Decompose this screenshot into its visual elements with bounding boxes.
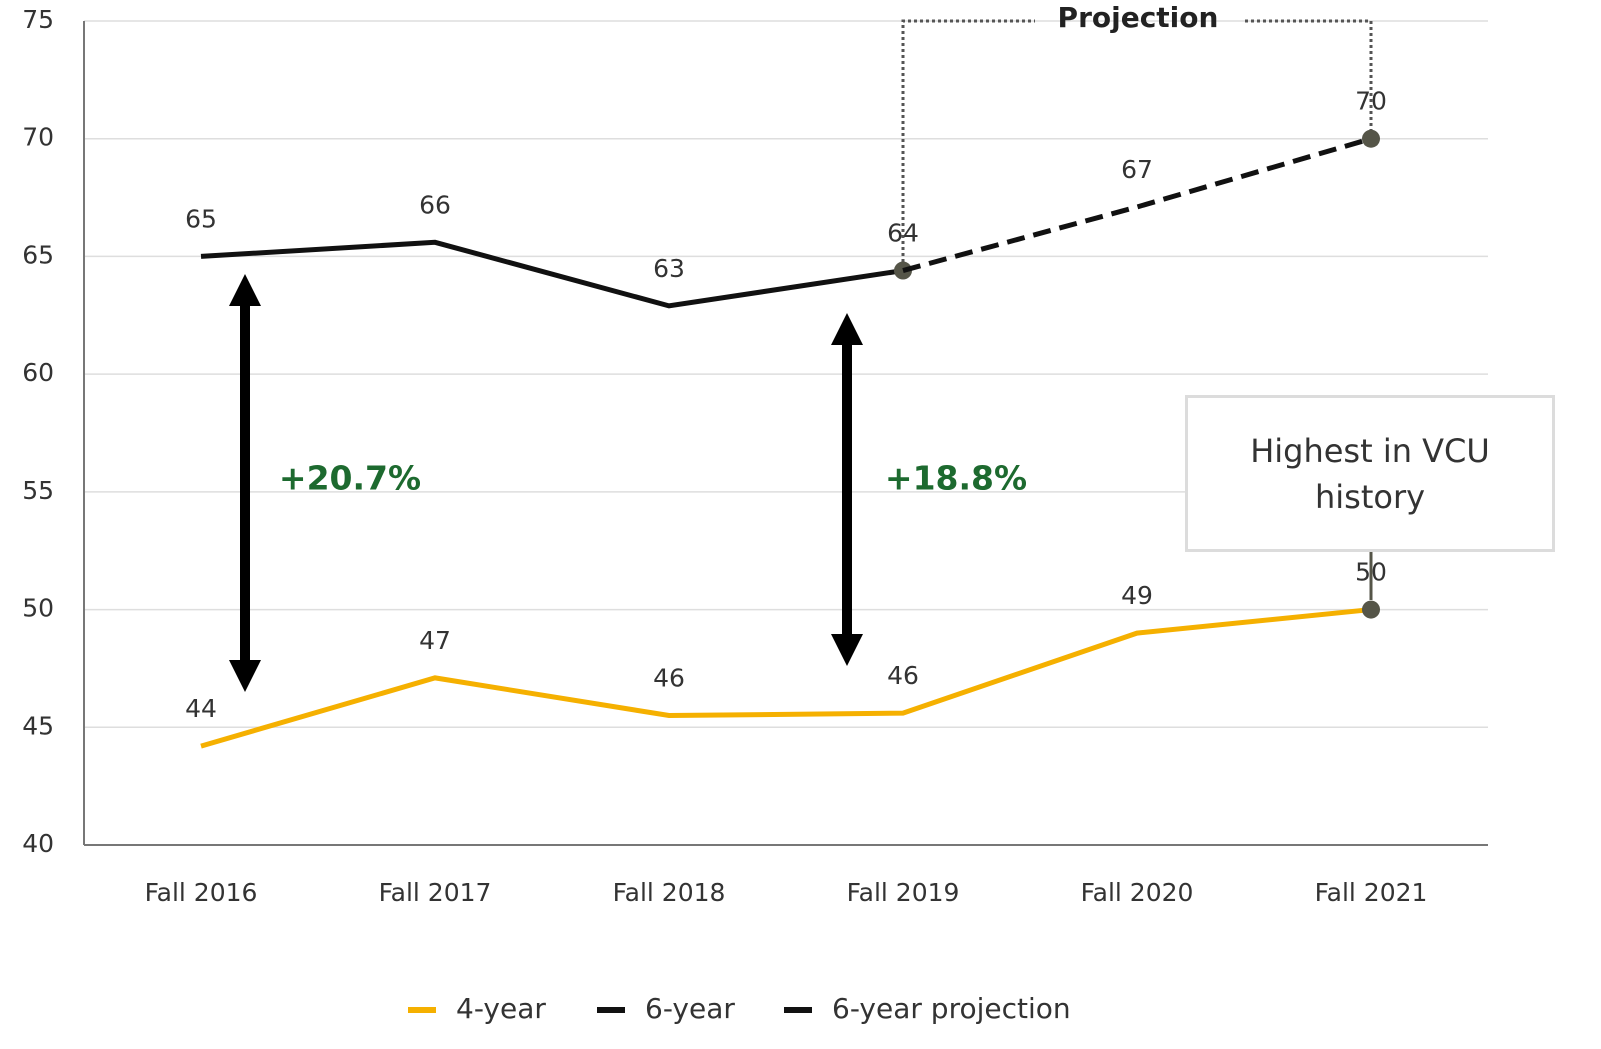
x-tick-label: Fall 2021: [1315, 878, 1428, 907]
point-marker: [1362, 600, 1380, 619]
callout-box: Highest in VCU history: [1185, 395, 1555, 552]
x-tick-label: Fall 2016: [145, 878, 258, 907]
data-label: 66: [419, 190, 451, 219]
legend-label: 4-year: [456, 992, 546, 1025]
series-line: [200, 239, 904, 309]
y-tick-label: 60: [22, 358, 54, 387]
data-label: 47: [419, 626, 451, 655]
y-tick-label: 65: [22, 240, 54, 269]
x-tick-label: Fall 2019: [847, 878, 960, 907]
data-label: 67: [1121, 155, 1153, 184]
legend-label: 6-year projection: [832, 992, 1071, 1025]
x-tick-label: Fall 2017: [379, 878, 492, 907]
y-tick-label: 45: [22, 711, 54, 740]
annotation: Highest in VCU history: [1250, 431, 1490, 516]
series-line: [200, 607, 1372, 749]
legend-label: 6-year: [645, 992, 735, 1025]
data-label: 44: [185, 694, 217, 723]
data-label: 63: [653, 254, 685, 283]
y-tick-label: 70: [22, 123, 54, 152]
data-label: 46: [653, 664, 685, 693]
data-label: 49: [1121, 581, 1153, 610]
data-label: 64: [887, 219, 919, 248]
y-tick-label: 75: [22, 5, 54, 34]
y-tick-label: 50: [22, 594, 54, 623]
annotation: +20.7%: [279, 459, 421, 498]
y-tick-label: 55: [22, 476, 54, 505]
x-tick-label: Fall 2018: [613, 878, 726, 907]
point-marker: [1362, 129, 1380, 148]
x-tick-label: Fall 2020: [1081, 878, 1194, 907]
annotation: +18.8%: [885, 459, 1027, 498]
projection-bracket: [901, 19, 1373, 262]
y-tick-label: 40: [22, 829, 54, 858]
data-label: 50: [1355, 558, 1387, 587]
data-label: 70: [1355, 87, 1387, 116]
grid: [84, 20, 1488, 729]
data-label: 65: [185, 204, 217, 233]
data-label: 46: [887, 661, 919, 690]
annotation: Projection: [1058, 1, 1219, 34]
